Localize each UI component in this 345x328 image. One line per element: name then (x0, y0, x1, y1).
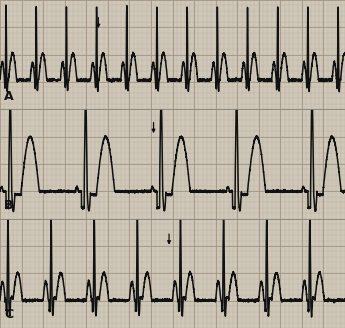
Text: A: A (4, 90, 14, 103)
Text: C: C (4, 308, 13, 321)
Text: B: B (4, 199, 14, 212)
